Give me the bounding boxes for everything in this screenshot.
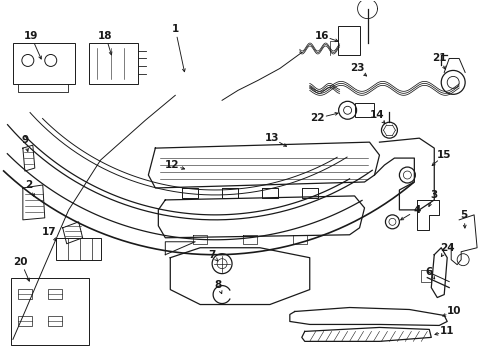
Text: 9: 9 <box>21 135 28 145</box>
Bar <box>13 42 75 84</box>
Text: 16: 16 <box>314 31 328 41</box>
Text: 24: 24 <box>439 243 454 253</box>
Text: 11: 11 <box>439 327 453 336</box>
Text: 13: 13 <box>264 133 279 143</box>
Text: 22: 22 <box>310 113 325 123</box>
Text: 10: 10 <box>446 306 461 316</box>
Text: 15: 15 <box>436 150 450 160</box>
Text: 7: 7 <box>208 250 215 260</box>
Text: 1: 1 <box>171 24 179 33</box>
Text: 2: 2 <box>25 180 32 190</box>
Bar <box>18 316 32 327</box>
Bar <box>48 316 61 327</box>
Bar <box>421 270 430 282</box>
Text: 3: 3 <box>430 190 437 200</box>
Text: 4: 4 <box>413 205 420 215</box>
Bar <box>354 103 374 117</box>
Text: 5: 5 <box>460 210 467 220</box>
Text: 17: 17 <box>41 227 56 237</box>
Bar <box>56 238 101 260</box>
Text: 20: 20 <box>14 257 28 267</box>
Bar <box>11 278 88 345</box>
Bar <box>337 26 359 55</box>
Bar <box>48 289 61 298</box>
Text: 18: 18 <box>98 31 113 41</box>
Bar <box>88 42 138 84</box>
Text: 12: 12 <box>164 160 179 170</box>
Text: 21: 21 <box>431 54 446 63</box>
Bar <box>18 289 32 298</box>
Text: 8: 8 <box>214 280 221 289</box>
Text: 19: 19 <box>23 31 38 41</box>
Text: 23: 23 <box>349 63 364 73</box>
Text: 6: 6 <box>425 267 432 276</box>
Text: 14: 14 <box>369 110 384 120</box>
